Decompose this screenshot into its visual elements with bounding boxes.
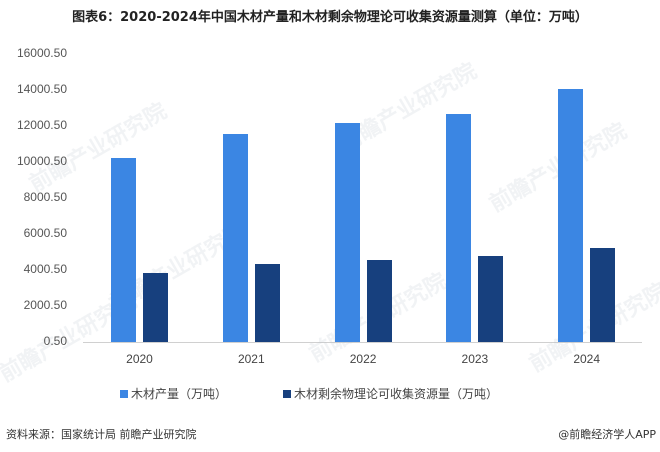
legend-item-wood-output: 木材产量（万吨） bbox=[120, 385, 227, 402]
y-tick-label: 6000.50 bbox=[23, 226, 67, 240]
x-tick-label: 2023 bbox=[461, 352, 489, 366]
legend-swatch-icon bbox=[283, 389, 291, 398]
legend-label: 木材剩余物理论可收集资源量（万吨） bbox=[294, 387, 499, 401]
bar-wood-output-2021 bbox=[222, 134, 248, 342]
x-tick-label: 2024 bbox=[573, 352, 601, 366]
y-tick-label: 2000.50 bbox=[23, 298, 67, 312]
bar-wood-output-2023 bbox=[446, 113, 472, 342]
legend-label: 木材产量（万吨） bbox=[131, 387, 228, 401]
legend-item-wood-residue: 木材剩余物理论可收集资源量（万吨） bbox=[283, 385, 498, 402]
y-tick-label: 0.50 bbox=[43, 334, 67, 348]
bar-wood-residue-2021 bbox=[254, 264, 280, 342]
y-tick-label: 8000.50 bbox=[23, 190, 67, 204]
bar-wood-residue-2023 bbox=[478, 255, 504, 342]
legend-swatch-icon bbox=[120, 389, 128, 398]
y-tick-label: 14000.50 bbox=[16, 82, 67, 96]
y-tick-label: 12000.50 bbox=[16, 118, 67, 132]
chart-title: 图表6：2020-2024年中国木材产量和木材剩余物理论可收集资源量测算（单位：… bbox=[72, 10, 588, 25]
source-note: 资料来源：国家统计局 前瞻产业研究院 bbox=[6, 428, 197, 441]
bar-wood-residue-2022 bbox=[366, 260, 392, 342]
x-axis-line bbox=[83, 342, 642, 343]
bar-wood-residue-2020 bbox=[143, 273, 168, 342]
x-tick-label: 2020 bbox=[126, 352, 153, 366]
y-tick-label: 10000.50 bbox=[16, 154, 67, 168]
watermark: 前瞻产业研究院 bbox=[482, 114, 631, 219]
watermark: 前瞻产业研究院 bbox=[25, 98, 172, 198]
bar-wood-residue-2024 bbox=[590, 248, 616, 342]
y-tick-label: 16000.50 bbox=[16, 46, 67, 60]
bar-wood-output-2020 bbox=[111, 158, 136, 342]
y-tick-label: 4000.50 bbox=[23, 262, 67, 276]
x-tick-label: 2021 bbox=[237, 352, 265, 366]
credit-note: @前瞻经济学人APP bbox=[558, 428, 656, 441]
bar-wood-output-2024 bbox=[558, 89, 584, 342]
x-tick-label: 2022 bbox=[349, 352, 377, 366]
bar-wood-output-2022 bbox=[334, 122, 360, 342]
